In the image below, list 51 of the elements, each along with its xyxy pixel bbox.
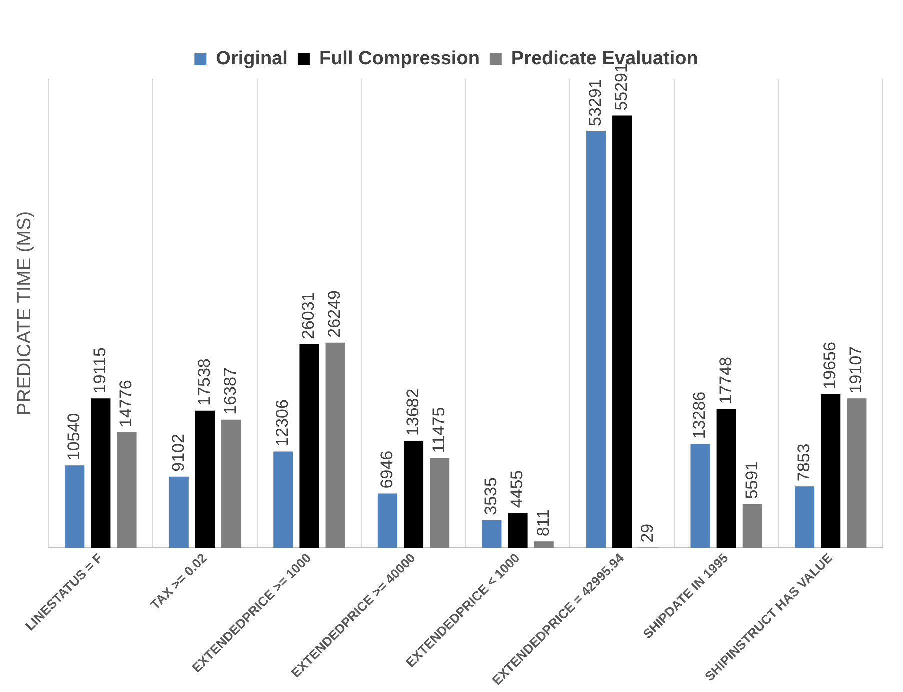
data-label: 3535 <box>482 478 501 516</box>
data-label: 5591 <box>742 461 762 500</box>
bar <box>508 513 528 548</box>
data-label: 12306 <box>273 400 292 447</box>
data-label: 26249 <box>325 290 344 338</box>
x-tick-label: TAX >= 0.02 <box>148 550 210 613</box>
data-label: 53291 <box>586 79 605 126</box>
legend-label: Original <box>216 48 288 70</box>
bar <box>300 344 320 548</box>
data-label: 29 <box>638 524 658 543</box>
bar <box>586 131 606 548</box>
bar <box>795 486 815 548</box>
data-label: 16387 <box>220 368 240 415</box>
data-label: 55291 <box>612 64 631 111</box>
data-label: 7853 <box>794 444 814 482</box>
data-label: 11475 <box>430 407 449 454</box>
bar <box>117 432 137 548</box>
data-label: 10540 <box>64 413 84 461</box>
bar <box>482 520 502 548</box>
bar <box>91 398 111 548</box>
data-label: 19115 <box>90 348 110 394</box>
data-label: 17538 <box>194 358 214 406</box>
bar <box>430 458 450 548</box>
bar <box>690 444 710 548</box>
bar <box>326 342 346 548</box>
data-label: 14776 <box>116 380 136 428</box>
bar <box>534 542 554 548</box>
data-label: 19107 <box>846 346 866 394</box>
bar <box>847 398 867 548</box>
bar <box>169 476 189 548</box>
bar <box>612 116 632 548</box>
data-label: 6946 <box>377 450 396 489</box>
bar <box>716 409 736 548</box>
data-label: 811 <box>534 510 553 537</box>
bar <box>274 452 294 548</box>
bar <box>378 494 398 548</box>
bar <box>742 504 762 548</box>
data-label: 4455 <box>508 470 527 508</box>
data-label: 9102 <box>168 434 188 472</box>
bar <box>222 420 242 548</box>
data-label: 17748 <box>716 356 736 404</box>
y-axis-title: PREDICATE TIME (MS) <box>14 211 36 416</box>
data-label: 26031 <box>299 292 318 340</box>
bar <box>65 466 85 548</box>
data-label: 13286 <box>690 392 710 440</box>
bar <box>821 394 841 548</box>
data-label: 19656 <box>820 342 840 390</box>
data-label: 13682 <box>403 388 422 436</box>
legend-label: Full Compression <box>319 48 480 70</box>
bar <box>404 441 424 548</box>
bar <box>195 410 215 548</box>
